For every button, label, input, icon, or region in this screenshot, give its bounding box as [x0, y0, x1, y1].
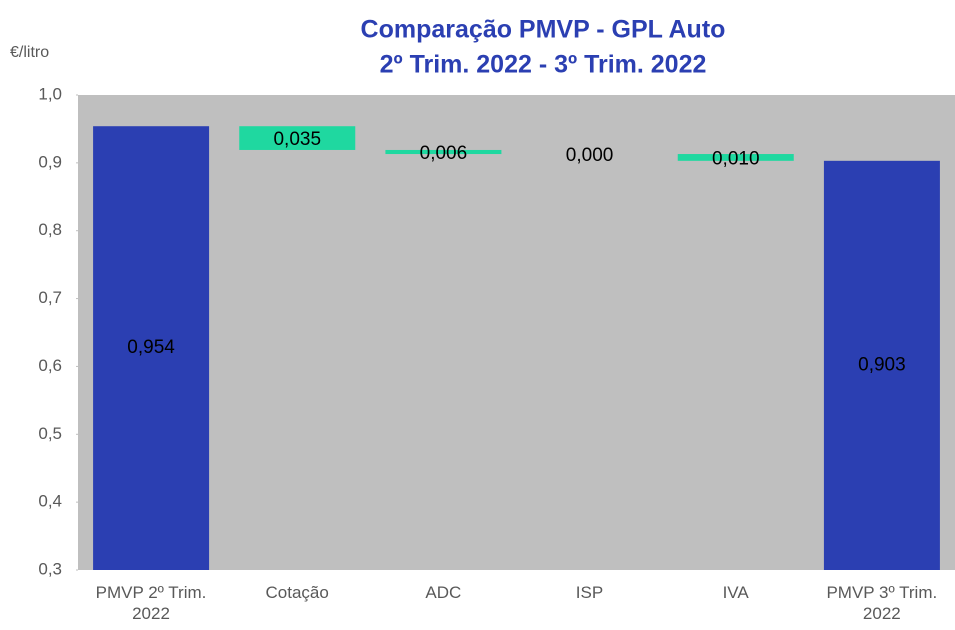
y-tick-label: 0,9 [38, 152, 62, 171]
y-tick-label: 0,4 [38, 492, 62, 511]
x-tick-label: ADC [425, 583, 462, 602]
value-label: 0,000 [566, 145, 614, 166]
chart-subtitle: 2º Trim. 2022 - 3º Trim. 2022 [380, 51, 707, 79]
chart-title: Comparação PMVP - GPL Auto [361, 16, 726, 44]
delta-bar [385, 149, 502, 155]
y-tick-label: 0,8 [38, 220, 62, 239]
y-tick-label: 1,0 [38, 84, 62, 103]
value-label: 0,010 [712, 148, 760, 169]
total-bar [823, 160, 940, 571]
delta-bar [677, 154, 794, 161]
x-tick-label: Cotação [265, 583, 329, 602]
y-axis-label: €/litro [10, 44, 49, 61]
x-tick-label: IVA [722, 583, 749, 602]
x-tick-label: PMVP 2º Trim. 2022 [95, 583, 207, 623]
y-tick-label: 0,6 [38, 356, 62, 375]
value-label: 0,954 [127, 337, 175, 358]
value-label: 0,006 [420, 143, 468, 164]
x-tick-label: ISP [575, 583, 604, 602]
delta-bar [239, 126, 356, 150]
x-tick-label: PMVP 3º Trim. 2022 [826, 583, 938, 623]
y-tick-label: 0,3 [38, 559, 62, 578]
plot-background [78, 95, 955, 570]
y-tick-label: 0,7 [38, 288, 62, 307]
y-tick-label: 0,5 [38, 424, 62, 443]
value-label: 0,035 [273, 129, 321, 150]
value-label: 0,903 [858, 354, 906, 375]
total-bar [93, 126, 210, 570]
